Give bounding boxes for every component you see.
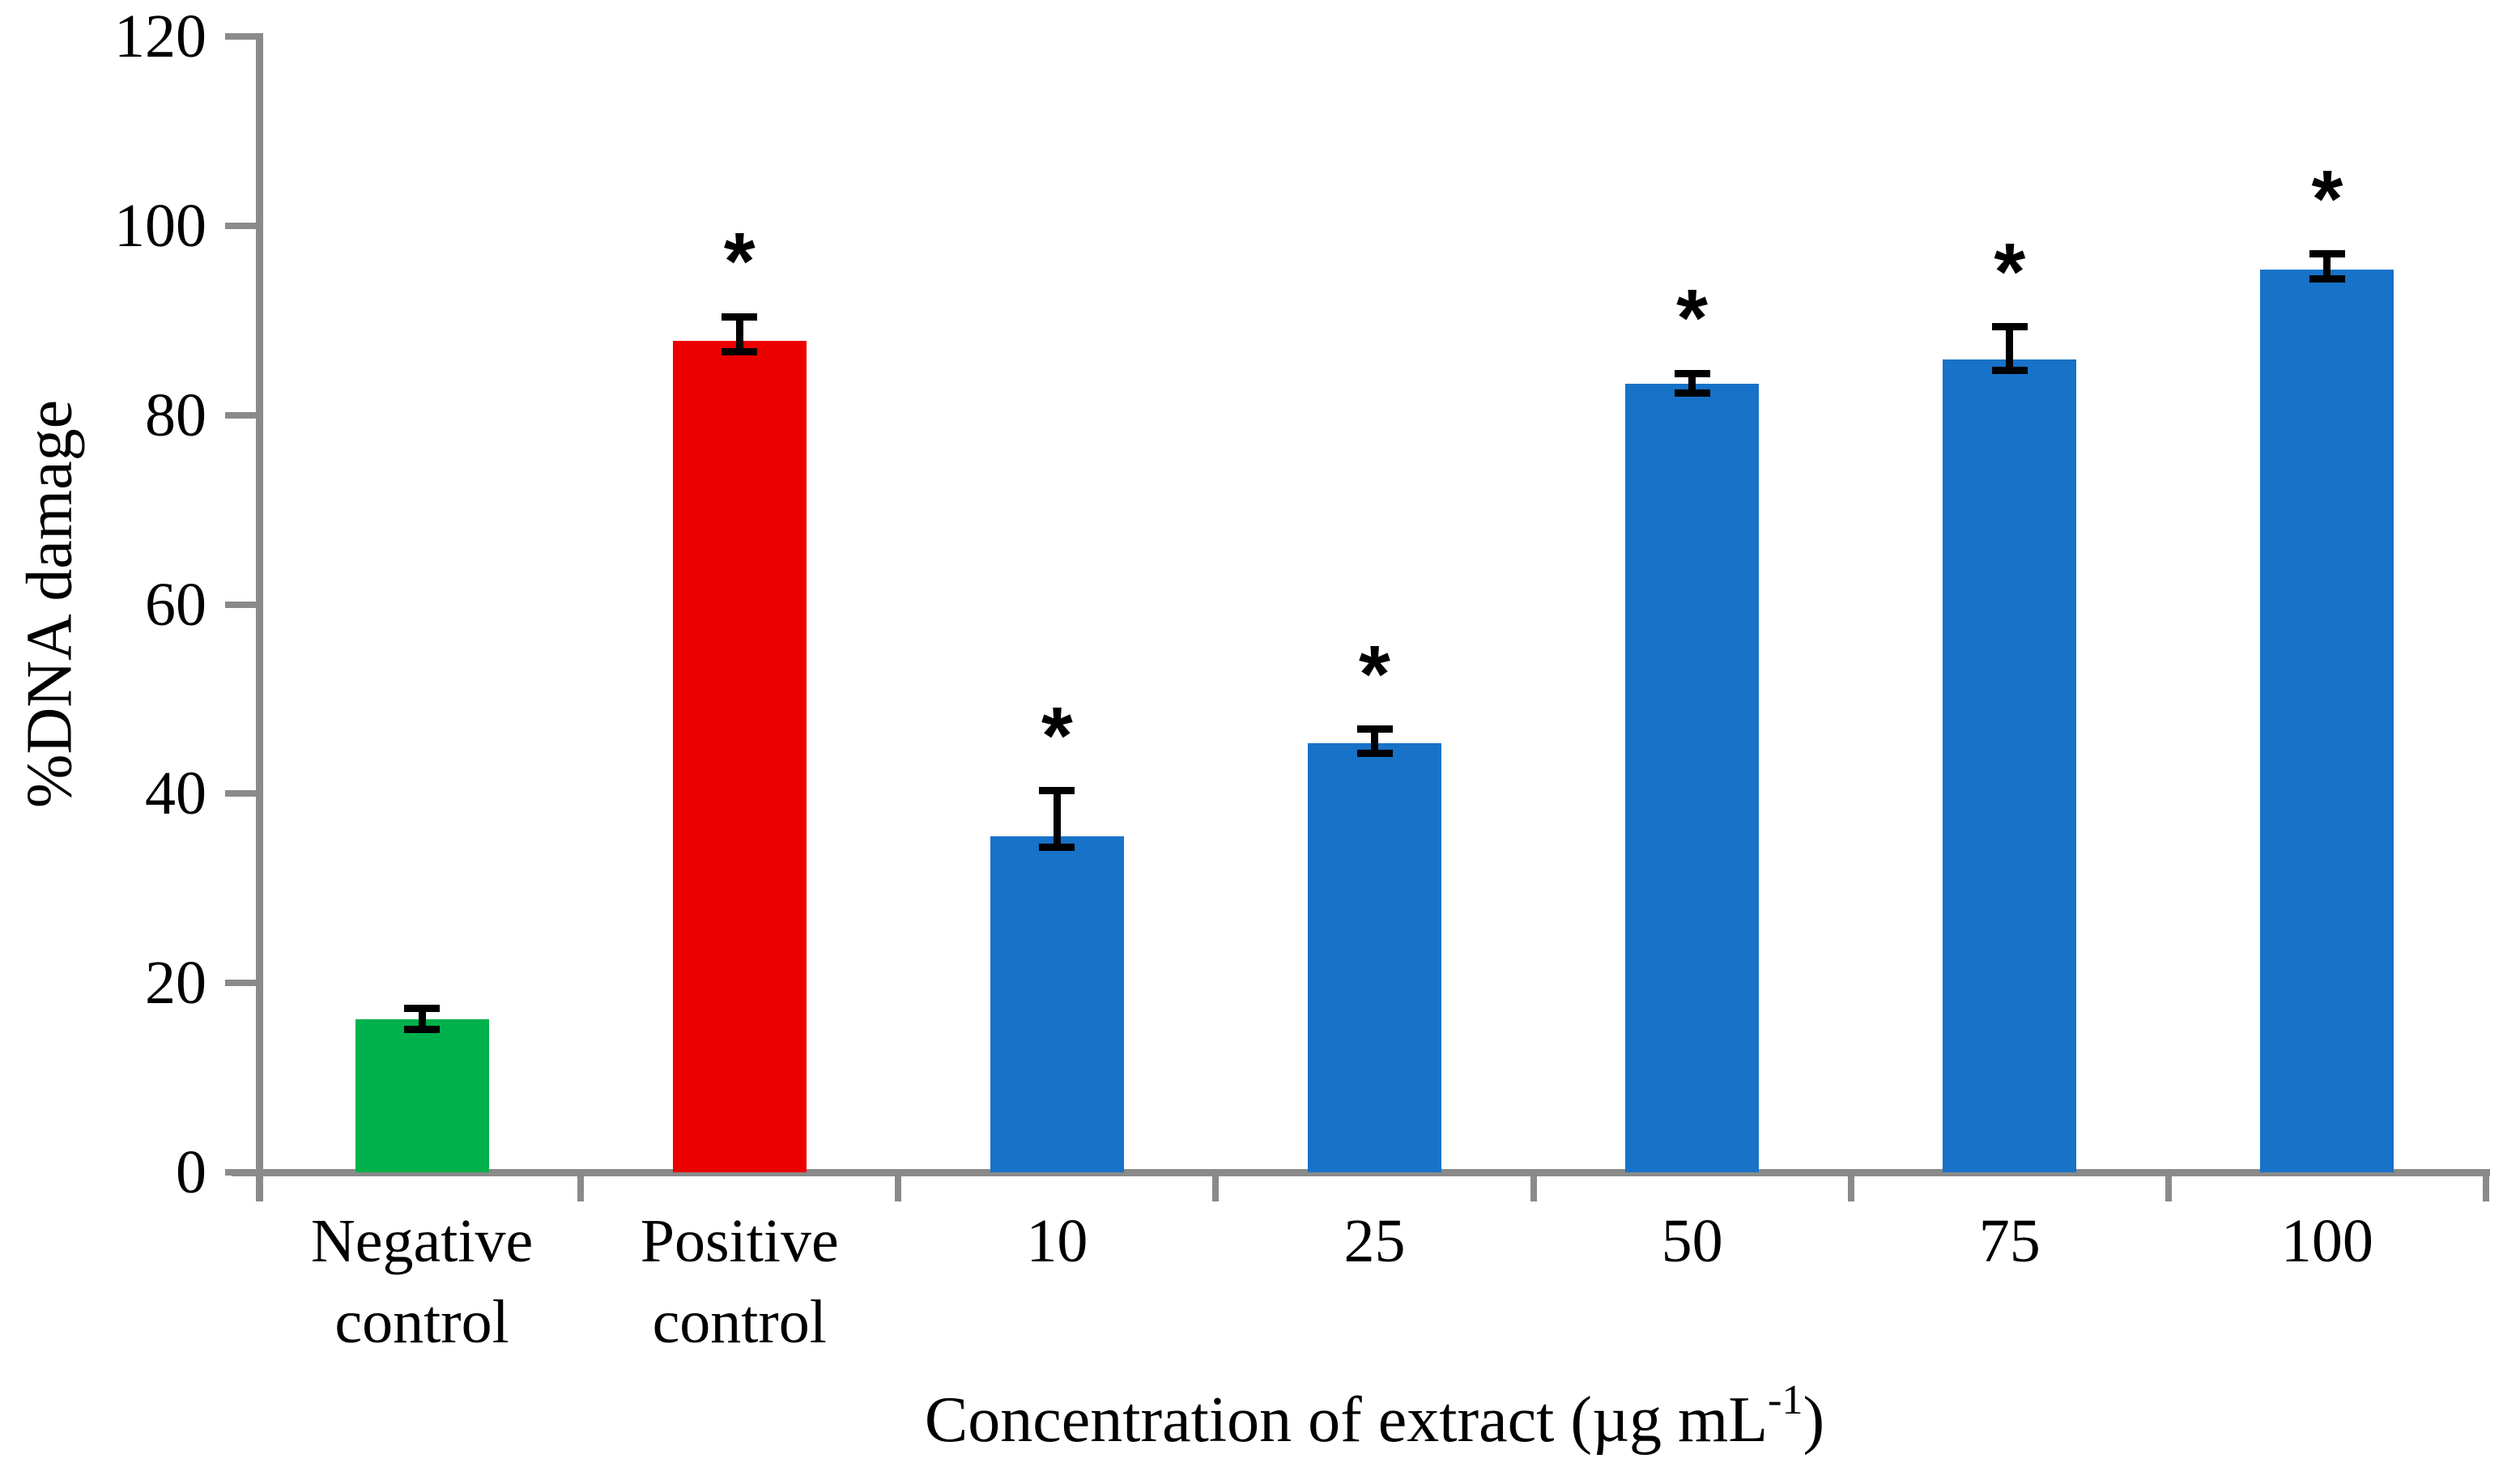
- x-category-label-negative-control: Negative control: [263, 1201, 581, 1363]
- bar-50: [1625, 384, 1760, 1172]
- error-bar-bottom-cap-positive-control: [722, 347, 758, 355]
- x-category-label-line: 100: [2280, 1207, 2373, 1275]
- error-bar-bottom-cap-75: [1991, 367, 2028, 375]
- y-tick-label: 20: [145, 949, 206, 1018]
- significance-asterisk-50: *: [1676, 273, 1709, 364]
- significance-asterisk-positive-control: *: [723, 216, 756, 308]
- x-axis-tick: [1530, 1172, 1537, 1201]
- x-axis-title-superscript: -1: [1768, 1377, 1803, 1423]
- x-category-label-75: 75: [1851, 1201, 2169, 1282]
- error-bar-top-cap-positive-control: [722, 313, 758, 321]
- x-axis-tick: [895, 1172, 902, 1201]
- x-category-label-line: 10: [1026, 1207, 1088, 1275]
- x-category-label-line: 25: [1343, 1207, 1406, 1275]
- y-axis-tick: [225, 222, 256, 229]
- y-axis-tick: [225, 790, 256, 797]
- error-bar-top-cap-100: [2309, 250, 2345, 258]
- error-bar-top-cap-25: [1356, 725, 1393, 733]
- y-tick-label: 60: [145, 570, 206, 639]
- x-axis-title-close: ): [1803, 1384, 1825, 1456]
- x-category-label-50: 50: [1534, 1201, 1851, 1282]
- error-bar-bottom-cap-negative-control: [404, 1025, 441, 1033]
- bar-10: [990, 836, 1124, 1172]
- y-axis-line: [256, 33, 263, 1176]
- y-tick-label: 40: [145, 759, 206, 828]
- error-bar-line-100: [2323, 253, 2331, 279]
- x-axis-line: [232, 1169, 2490, 1176]
- error-bar-line-75: [2006, 326, 2014, 371]
- significance-asterisk-100: *: [2311, 153, 2343, 244]
- x-category-label-line: control: [652, 1288, 827, 1356]
- x-category-label-line: control: [334, 1288, 509, 1356]
- x-axis-tick: [2165, 1172, 2172, 1201]
- error-bar-bottom-cap-10: [1039, 844, 1075, 852]
- error-bar-line-50: [1688, 373, 1696, 393]
- bar-100: [2260, 269, 2394, 1172]
- x-category-label-line: 50: [1661, 1207, 1723, 1275]
- error-bar-line-25: [1371, 729, 1378, 754]
- error-bar-top-cap-negative-control: [404, 1005, 441, 1013]
- y-axis-tick: [225, 33, 256, 40]
- x-category-label-line: Positive: [640, 1207, 839, 1275]
- significance-asterisk-25: *: [1359, 628, 1390, 720]
- y-tick-label: 120: [114, 2, 206, 70]
- error-bar-bottom-cap-100: [2309, 274, 2345, 283]
- error-bar-line-negative-control: [418, 1008, 426, 1030]
- y-tick-label: 80: [145, 381, 206, 449]
- error-bar-top-cap-75: [1991, 323, 2028, 331]
- error-bar-line-positive-control: [735, 317, 743, 352]
- x-axis-tick: [256, 1172, 263, 1201]
- error-bar-bottom-cap-25: [1356, 749, 1393, 757]
- error-bar-top-cap-10: [1039, 787, 1075, 795]
- x-axis-tick: [2483, 1172, 2489, 1201]
- x-axis-title-text: Concentration of extract (µg mL: [924, 1384, 1769, 1456]
- significance-asterisk-10: *: [1041, 690, 1073, 781]
- y-axis-tick: [225, 1169, 256, 1176]
- x-category-label-positive-control: Positive control: [581, 1201, 898, 1363]
- error-bar-top-cap-50: [1674, 369, 1710, 377]
- x-category-label-line: Negative: [310, 1207, 534, 1275]
- y-tick-label: 0: [176, 1138, 206, 1206]
- x-axis-tick: [1847, 1172, 1854, 1201]
- x-category-label-100: 100: [2169, 1201, 2486, 1282]
- y-axis-tick: [225, 411, 256, 419]
- x-category-label-10: 10: [898, 1201, 1215, 1282]
- x-category-label-line: 75: [1978, 1207, 2041, 1275]
- x-axis-tick: [1212, 1172, 1220, 1201]
- y-axis-tick: [225, 601, 256, 608]
- y-axis-tick: [225, 980, 256, 987]
- bar-25: [1308, 743, 1441, 1172]
- x-category-label-25: 25: [1215, 1201, 1533, 1282]
- bar-positive-control: [672, 341, 807, 1172]
- y-tick-label: 100: [114, 191, 206, 260]
- bar-negative-control: [355, 1018, 489, 1172]
- bar-75: [1943, 359, 2077, 1172]
- x-axis-title: Concentration of extract (µg mL-1): [263, 1376, 2486, 1457]
- error-bar-line-10: [1053, 790, 1061, 848]
- significance-asterisk-75: *: [1994, 226, 2026, 317]
- x-axis-tick: [577, 1172, 585, 1201]
- error-bar-bottom-cap-50: [1674, 389, 1710, 398]
